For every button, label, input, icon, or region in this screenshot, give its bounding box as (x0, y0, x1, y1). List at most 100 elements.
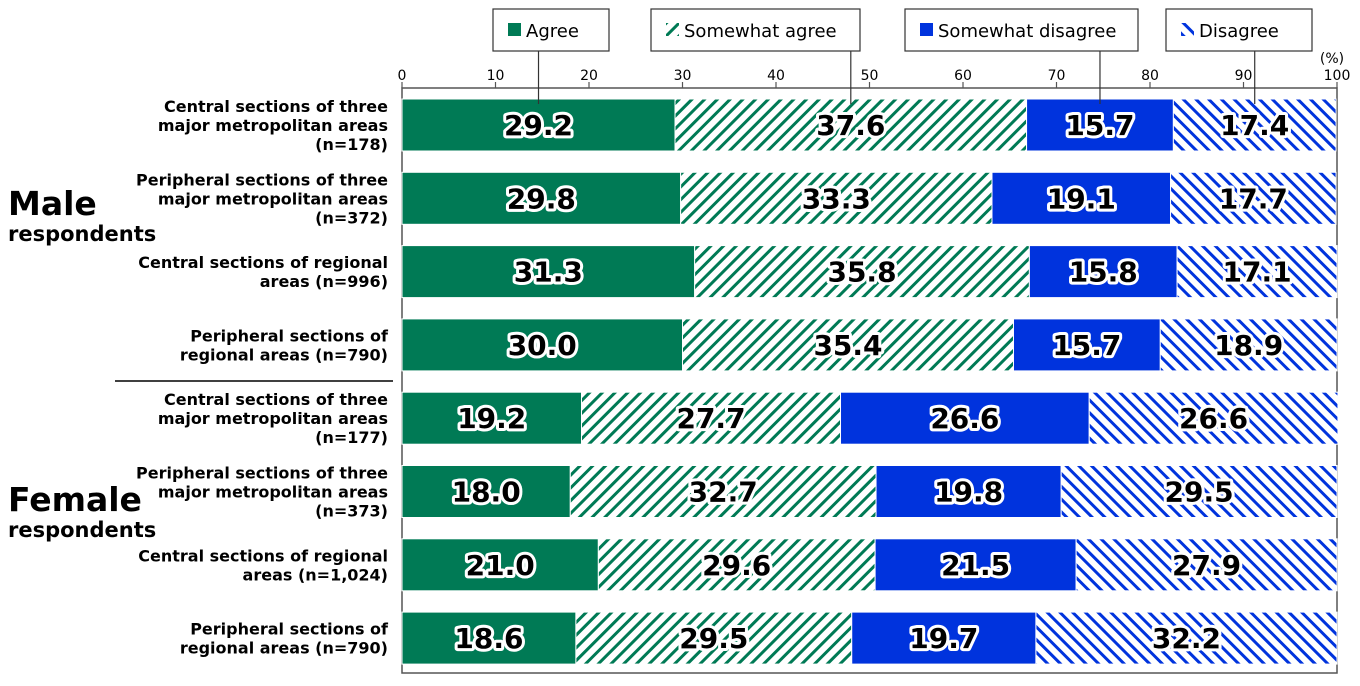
x-tick-label: 20 (580, 68, 598, 84)
category-label: Peripheral sections of (190, 620, 389, 639)
x-tick-label: 0 (398, 68, 407, 84)
bar-0-7 (401, 611, 577, 665)
data-label: 27.9 (1172, 549, 1241, 582)
category-label: Peripheral sections of three (136, 170, 388, 189)
category-label: regional areas (n=790) (180, 345, 388, 364)
group-label-male: Male respondents (8, 184, 156, 247)
data-label: 35.4 (813, 329, 882, 362)
legend-swatch (508, 23, 521, 36)
data-label: 31.3 (514, 256, 583, 289)
x-tick-label: 70 (1048, 68, 1066, 84)
x-tick-label: 100 (1324, 68, 1351, 84)
bar-3-5 (1060, 465, 1338, 518)
data-label: 35.8 (827, 256, 896, 289)
data-label: 18.9 (1214, 329, 1283, 362)
bar-2-6 (874, 538, 1077, 592)
x-tick-label: 50 (861, 68, 879, 84)
group-label-female: Female respondents (8, 480, 157, 543)
legend-label: Agree (526, 21, 579, 42)
bar-2-4 (840, 391, 1090, 445)
bar-3-7 (1035, 611, 1338, 665)
data-label: 26.6 (1179, 402, 1248, 435)
bar-0-4 (401, 391, 583, 445)
data-label: 19.1 (1047, 182, 1116, 215)
category-label: Central sections of three (164, 97, 388, 116)
x-tick-label: 30 (674, 68, 692, 84)
bar-0-6 (401, 538, 599, 592)
data-label: 19.7 (909, 622, 978, 655)
bar-0-5 (401, 465, 571, 518)
bar-2-2 (1028, 245, 1178, 299)
bar-0-2 (401, 245, 696, 299)
category-label: areas (n=1,024) (243, 565, 388, 584)
data-label: 29.8 (507, 182, 576, 215)
bar-1-4 (581, 391, 842, 445)
group-label-female-sub: respondents (8, 518, 157, 542)
legend-label: Disagree (1199, 21, 1279, 42)
bar-3-0 (1172, 98, 1337, 152)
unit-label: (%) (1320, 51, 1344, 67)
data-label: 15.7 (1065, 109, 1134, 142)
bar-0-1 (401, 171, 682, 225)
data-label: 30.0 (508, 329, 577, 362)
category-label: areas (n=996) (260, 272, 388, 291)
category-label: Central sections of three (164, 390, 388, 409)
data-label: 29.5 (1165, 476, 1234, 509)
legend-layer: Agree Somewhat agree Somewhat disagree Disa… (492, 8, 1313, 104)
bar-2-5 (875, 465, 1062, 518)
data-label: 18.0 (452, 476, 521, 509)
category-label: major metropolitan areas (158, 116, 388, 135)
data-label: 21.0 (466, 549, 535, 582)
bar-3-2 (1176, 245, 1338, 299)
data-label: 32.2 (1152, 622, 1221, 655)
x-tick-label: 90 (1235, 68, 1253, 84)
bar-1-3 (682, 318, 1014, 372)
group-label-male-main: Male (8, 184, 97, 223)
data-label: 15.7 (1052, 329, 1121, 362)
category-label: (n=178) (315, 135, 388, 154)
category-label: Central sections of regional (138, 253, 388, 272)
category-label: major metropolitan areas (158, 409, 388, 428)
data-label: 21.5 (941, 549, 1010, 582)
data-label: 37.6 (816, 109, 885, 142)
legend-box (904, 8, 1139, 52)
bar-3-3 (1159, 318, 1338, 372)
data-label: 29.5 (679, 622, 748, 655)
category-label: (n=372) (315, 208, 388, 227)
bar-3-1 (1170, 171, 1337, 225)
data-label: 27.7 (676, 402, 745, 435)
group-label-female-main: Female (8, 480, 142, 519)
data-label: 32.7 (689, 476, 758, 509)
bar-3-6 (1075, 538, 1338, 592)
category-label: Peripheral sections of (190, 326, 389, 345)
data-label: 29.2 (504, 109, 573, 142)
text-layer: 0 10 20 30 40 50 60 70 80 90 100(%) 29.2 37.6 15.7 17.… (136, 51, 1350, 658)
bar-2-1 (991, 171, 1172, 225)
x-tick-label: 80 (1141, 68, 1159, 84)
legend-swatch (920, 23, 933, 36)
category-label: regional areas (n=790) (180, 639, 388, 658)
legend-swatch (666, 23, 679, 36)
x-tick-label: 10 (487, 68, 505, 84)
data-label: 17.1 (1223, 256, 1292, 289)
data-label: 26.6 (930, 402, 999, 435)
bar-1-5 (569, 465, 877, 518)
category-label: Central sections of regional (138, 546, 388, 565)
data-label: 17.7 (1219, 182, 1288, 215)
category-label: major metropolitan areas (158, 483, 388, 502)
legend-box (650, 8, 861, 52)
bar-3-4 (1088, 391, 1339, 445)
category-label: (n=177) (315, 428, 388, 447)
bar-2-7 (851, 611, 1037, 665)
bar-1-2 (694, 245, 1030, 299)
x-tick-label: 40 (767, 68, 785, 84)
grid-layer (115, 82, 1338, 674)
data-label: 17.4 (1220, 109, 1289, 142)
data-label: 18.6 (454, 622, 523, 655)
data-label: 29.6 (702, 549, 771, 582)
category-label: (n=373) (315, 502, 388, 521)
legend-label: Somewhat agree (684, 21, 837, 42)
category-label: Peripheral sections of three (136, 464, 388, 483)
bar-0-3 (401, 318, 683, 372)
